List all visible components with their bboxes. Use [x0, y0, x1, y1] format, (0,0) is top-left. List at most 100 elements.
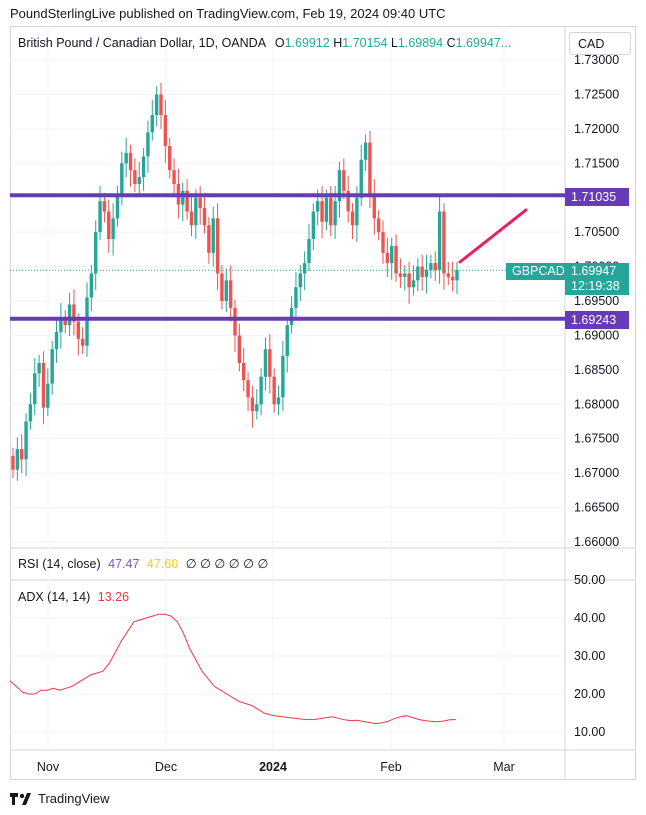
time-tick-label: Dec: [155, 760, 177, 774]
candle-body: [276, 397, 281, 405]
candle-body: [220, 273, 224, 301]
candle-body: [33, 373, 37, 405]
candle-body: [320, 201, 324, 222]
candle-body: [120, 163, 124, 195]
candle-body: [407, 273, 411, 288]
candle-body: [346, 190, 350, 212]
candle-body: [80, 338, 85, 346]
candle-body: [302, 263, 307, 274]
candle-body: [211, 218, 215, 253]
candle-body: [54, 331, 59, 350]
candle-body: [76, 321, 80, 339]
candle-body: [181, 190, 185, 205]
chart-legend: British Pound / Canadian Dollar, 1D, OAN…: [18, 36, 511, 50]
close-label: C: [446, 36, 456, 50]
adx-label: ADX (14, 14): [18, 590, 91, 604]
candle-body: [446, 273, 450, 277]
candle-body: [385, 252, 390, 264]
candle-body: [133, 170, 137, 184]
candle-body: [11, 455, 15, 470]
candle-body: [398, 273, 403, 277]
candle-body: [337, 170, 342, 202]
candle-body: [329, 197, 333, 226]
candle-body: [294, 287, 298, 308]
candle-body: [433, 263, 437, 271]
adx-line: [9, 613, 457, 725]
tradingview-logo-icon: [10, 790, 34, 806]
adx-legend: ADX (14, 14) 13.26: [18, 590, 129, 604]
currency-button[interactable]: CAD: [569, 32, 631, 55]
candle-body: [298, 273, 302, 288]
candle-body: [224, 280, 228, 301]
candle-body: [359, 159, 363, 198]
candle-body: [437, 211, 442, 271]
price-tick-label: 1.68000: [574, 397, 619, 411]
candle-body: [450, 276, 455, 281]
candle-body: [172, 170, 176, 184]
candle-body: [20, 449, 24, 460]
price-tick-label: 1.68500: [574, 363, 619, 377]
adx-value: 13.26: [97, 590, 130, 604]
trend-arrow-line: [458, 208, 528, 264]
candle-body: [350, 211, 355, 226]
adx-tick-label: 40.00: [574, 611, 605, 625]
candle-body: [146, 132, 150, 157]
candle-body: [250, 397, 255, 412]
candle-body: [28, 404, 33, 422]
candle-body: [416, 266, 420, 281]
time-tick-label: Mar: [493, 760, 515, 774]
rsi-value-1: 47.47: [108, 557, 140, 571]
candle-body: [124, 152, 128, 164]
adx-tick-label: 50.00: [574, 573, 605, 587]
candle-body: [272, 376, 276, 405]
rsi-placeholders: ∅ ∅ ∅ ∅ ∅ ∅: [185, 557, 269, 571]
candle-body: [41, 362, 46, 408]
candle-body: [141, 156, 146, 178]
price-tick-label: 1.69500: [574, 294, 619, 308]
candle-body: [137, 177, 141, 184]
candle-body: [355, 197, 359, 226]
candle-body: [381, 232, 385, 253]
candle-body: [50, 349, 54, 384]
open-label: O: [274, 36, 285, 50]
candle-body: [424, 270, 429, 277]
candle-body: [403, 273, 407, 277]
candle-body: [94, 232, 98, 274]
candle-body: [202, 208, 207, 226]
time-tick-label: 2024: [259, 760, 287, 774]
price-tick-label: 1.72500: [574, 87, 619, 101]
low-label: L: [390, 36, 398, 50]
candle-body: [316, 201, 320, 212]
candle-body: [107, 211, 111, 240]
candle-body: [154, 94, 159, 116]
chart-frame: [10, 26, 636, 780]
open-value: 1.69912: [284, 36, 330, 50]
candle-body: [429, 263, 433, 271]
candle-body: [246, 380, 250, 398]
candle-body: [237, 335, 242, 363]
candle-body: [67, 304, 72, 326]
last-price-tag: 1.69947 12:19:38: [565, 263, 629, 295]
candle-body: [46, 383, 50, 408]
candle-body: [207, 225, 211, 253]
last-price-value: 1.69947: [571, 264, 617, 278]
time-tick-label: Nov: [37, 760, 60, 774]
footer: TradingView: [10, 790, 110, 806]
price-tick-label: 1.73000: [574, 53, 619, 67]
candle-body: [268, 349, 272, 377]
candle-body: [376, 218, 381, 233]
price-tick-label: 1.67500: [574, 432, 619, 446]
candle-body: [215, 218, 220, 274]
candle-body: [281, 356, 285, 398]
candle-body: [89, 273, 94, 298]
price-tick-label: 1.69000: [574, 328, 619, 342]
close-value: 1.69947...: [455, 36, 512, 50]
candle-body: [285, 325, 289, 357]
candle-body: [150, 115, 154, 133]
adx-tick-label: 10.00: [574, 725, 605, 739]
candle-body: [194, 197, 198, 226]
high-label: H: [333, 36, 343, 50]
candle-body: [85, 297, 89, 346]
price-tick-label: 1.70500: [574, 225, 619, 239]
